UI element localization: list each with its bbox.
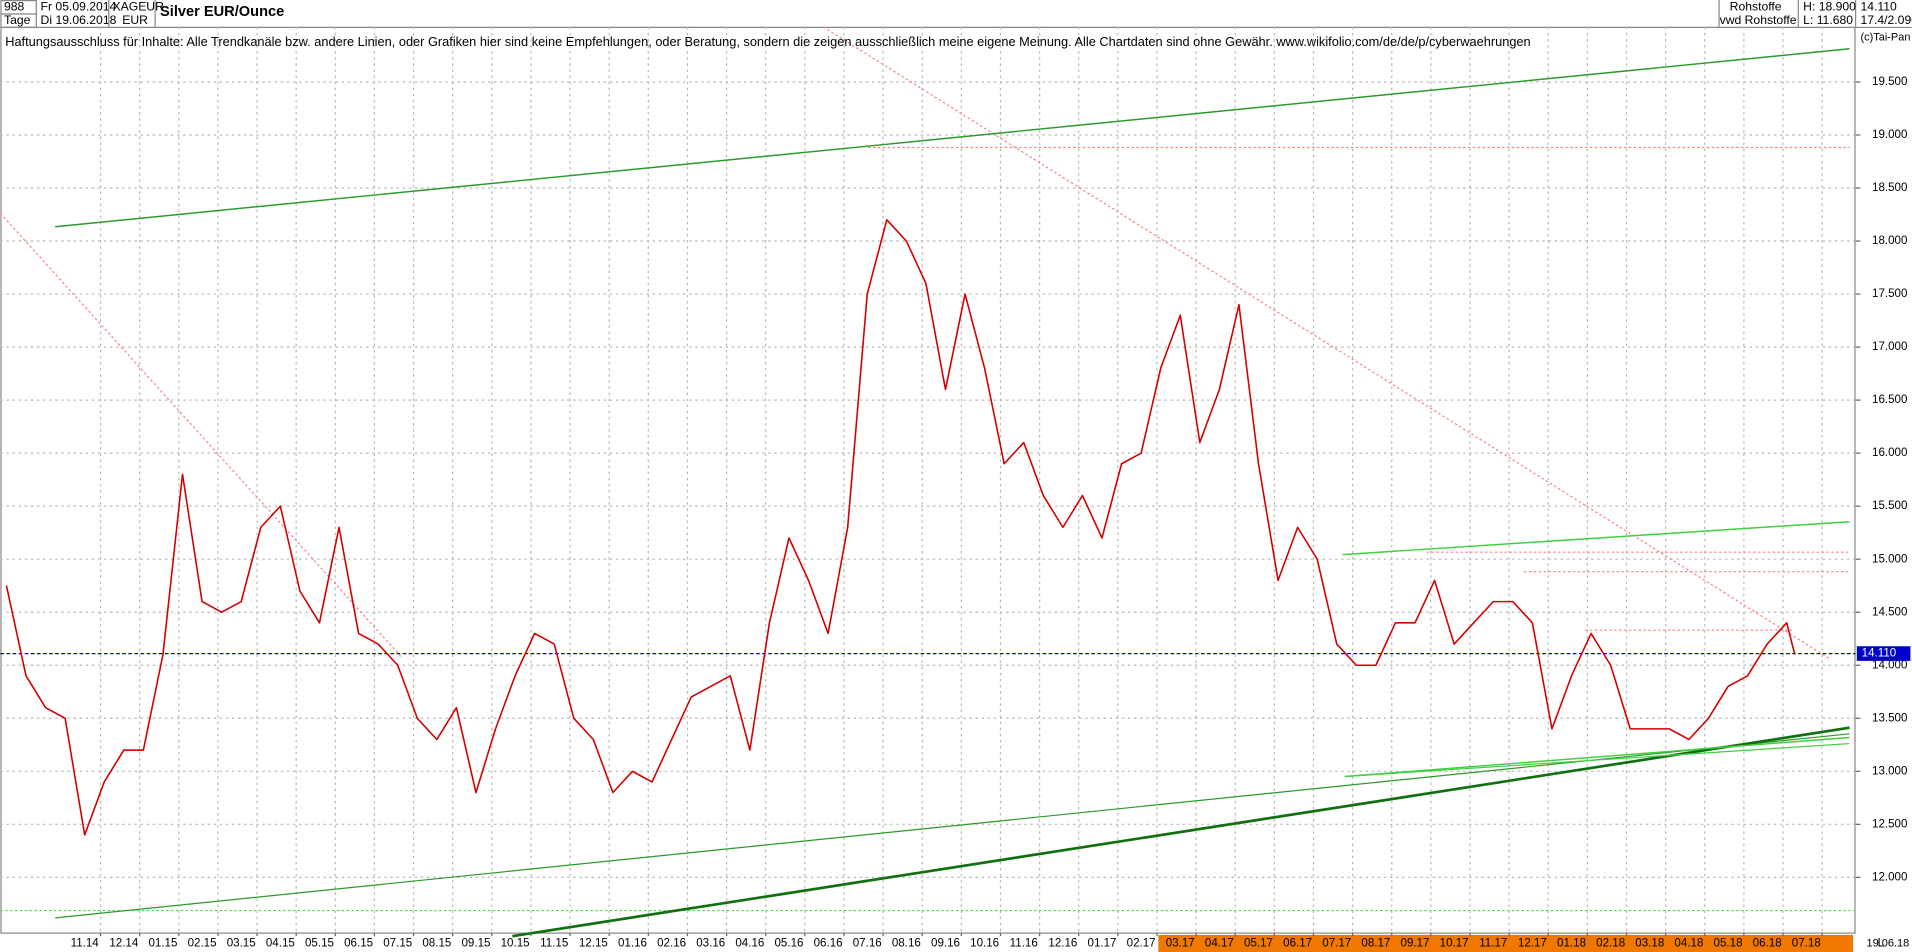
y-tick-label: 13.500 xyxy=(1872,712,1907,724)
disclaimer: Haftungsausschluss für Inhalte: Alle Tre… xyxy=(5,34,1530,49)
y-tick-label: 14.000 xyxy=(1872,659,1907,671)
x-tick-label: 05.15 xyxy=(305,938,334,950)
date-to: Di 19.06.2018 xyxy=(41,13,117,27)
y-tick-label: 18.500 xyxy=(1872,182,1907,194)
x-tick-label: 11.14 xyxy=(71,938,100,950)
price-line xyxy=(5,219,1796,836)
x-tick-label: 11.17 xyxy=(1479,938,1507,950)
last-price-label: 14.110 xyxy=(1862,648,1897,660)
period: Tage xyxy=(4,13,31,27)
x-tick-label: 05.17 xyxy=(1244,938,1273,950)
footer-flag: L xyxy=(1878,936,1885,950)
grid xyxy=(0,26,1856,933)
x-tick-label: 06.15 xyxy=(344,938,373,950)
x-tick-label: 02.16 xyxy=(657,938,686,950)
x-tick-label: 03.15 xyxy=(227,938,256,950)
x-tick-label: 02.18 xyxy=(1596,938,1625,950)
y-tick-label: 19.500 xyxy=(1872,76,1907,88)
trend-line xyxy=(1344,736,1850,778)
y-tick-label: 17.000 xyxy=(1872,341,1907,353)
x-tick-label: 07.15 xyxy=(383,938,412,950)
series-layer xyxy=(0,219,1856,836)
x-tick-label: 07.18 xyxy=(1792,938,1821,950)
y-tick-label: 18.000 xyxy=(1872,235,1907,247)
x-tick-label: 12.17 xyxy=(1518,938,1547,950)
x-tick-label: 01.17 xyxy=(1088,938,1117,950)
y-tick-label: 14.500 xyxy=(1872,606,1907,618)
low: L: 11.680 xyxy=(1803,13,1853,27)
group: Rohstoffe xyxy=(1730,0,1782,14)
plot-frame xyxy=(0,26,1856,934)
y-tick-label: 16.000 xyxy=(1872,447,1907,459)
symbol: XAGEUR xyxy=(112,0,164,14)
trend-line xyxy=(55,733,1850,919)
x-tick-label: 05.16 xyxy=(774,938,803,950)
source: vwd Rohstoffe xyxy=(1720,13,1797,27)
high: H: 18.900 xyxy=(1803,0,1856,14)
x-tick-label: 08.17 xyxy=(1361,938,1390,950)
copyright: (c)Tai-Pan xyxy=(1860,32,1910,44)
code: 988 xyxy=(4,0,25,14)
trend-lines xyxy=(0,26,1856,938)
change: 17.4/2.090 xyxy=(1860,13,1912,27)
x-tick-label: 11.15 xyxy=(540,938,568,950)
x-tick-label: 09.16 xyxy=(931,938,960,950)
x-tick-label: 09.15 xyxy=(461,938,490,950)
y-tick-label: 15.000 xyxy=(1872,553,1907,565)
x-tick-label: 10.15 xyxy=(501,938,530,950)
y-tick-label: 12.500 xyxy=(1872,818,1907,830)
footer-date: 19.06.18 xyxy=(1867,937,1910,949)
x-tick-label: 04.16 xyxy=(735,938,764,950)
y-tick-label: 17.500 xyxy=(1872,288,1907,300)
x-tick-label: 06.17 xyxy=(1283,938,1312,950)
x-tick-label: 01.15 xyxy=(148,938,177,950)
currency: EUR xyxy=(122,13,148,27)
last-price-box xyxy=(1856,646,1911,661)
y-tick-label: 16.500 xyxy=(1872,394,1907,406)
x-tick-label: 07.16 xyxy=(853,938,882,950)
y-tick-label: 13.000 xyxy=(1872,765,1907,777)
x-tick-label: 12.16 xyxy=(1048,938,1077,950)
x-tick-label: 04.17 xyxy=(1205,938,1234,950)
date-highlight xyxy=(1158,934,1854,952)
last: 14.110 xyxy=(1860,0,1897,14)
trend-line xyxy=(512,726,1850,938)
x-tick-label: 10.16 xyxy=(970,938,999,950)
x-tick-label: 10.17 xyxy=(1440,938,1469,950)
y-tick-label: 12.000 xyxy=(1872,871,1907,883)
x-tick-label: 12.14 xyxy=(109,938,139,950)
x-tick-label: 03.18 xyxy=(1635,938,1664,950)
x-tick-label: 01.18 xyxy=(1557,938,1586,950)
x-tick-label: 05.18 xyxy=(1714,938,1743,950)
trend-line xyxy=(1342,520,1850,556)
x-tick-label: 03.17 xyxy=(1166,938,1195,950)
x-tick-label: 04.18 xyxy=(1674,938,1703,950)
x-tick-label: 01.16 xyxy=(618,938,647,950)
x-tick-label: 08.15 xyxy=(422,938,451,950)
x-tick-label: 02.15 xyxy=(188,938,217,950)
x-tick-label: 09.17 xyxy=(1401,938,1430,950)
date-from: Fr 05.09.2014 xyxy=(41,0,117,14)
trend-line xyxy=(55,48,1850,228)
chart-title: Silver EUR/Ounce xyxy=(160,4,284,20)
x-tick-label: 12.15 xyxy=(579,938,608,950)
x-tick-label: 06.16 xyxy=(814,938,843,950)
y-tick-label: 15.500 xyxy=(1872,500,1907,512)
y-tick-label: 19.000 xyxy=(1872,129,1907,141)
x-tick-label: 07.17 xyxy=(1322,938,1351,950)
x-tick-label: 03.16 xyxy=(696,938,725,950)
x-tick-label: 02.17 xyxy=(1127,938,1156,950)
x-tick-label: 04.15 xyxy=(266,938,295,950)
trend-line xyxy=(1344,742,1850,778)
x-tick-label: 11.16 xyxy=(1010,938,1038,950)
x-tick-label: 06.18 xyxy=(1753,938,1782,950)
x-tick-label: 08.16 xyxy=(892,938,921,950)
